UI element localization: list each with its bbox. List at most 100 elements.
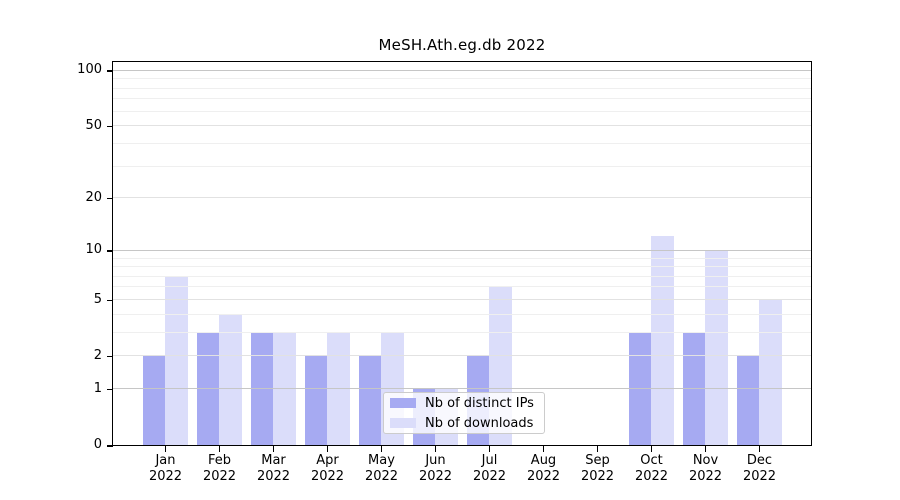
gridline-y-minor-8 bbox=[112, 266, 811, 268]
x-label-aug-2022: Aug 2022 bbox=[514, 453, 574, 484]
y-tick-20 bbox=[107, 197, 113, 200]
x-tick-may-2022 bbox=[380, 446, 383, 452]
legend-swatch-downloads bbox=[390, 418, 416, 428]
y-tick-5 bbox=[107, 299, 113, 301]
bar-nb-of-downloads-nov-2022 bbox=[705, 249, 728, 445]
bar-nb-of-downloads-feb-2022 bbox=[219, 313, 242, 445]
y-tick-2 bbox=[107, 355, 113, 358]
x-label-line: Jan bbox=[155, 453, 176, 468]
gridline-y-minor-30 bbox=[112, 165, 811, 167]
x-tick-apr-2022 bbox=[326, 446, 329, 452]
x-tick-jun-2022 bbox=[434, 446, 437, 452]
x-label-may-2022: May 2022 bbox=[352, 453, 412, 484]
x-label-line: 2022 bbox=[580, 468, 615, 484]
x-tick-nov-2022 bbox=[704, 446, 707, 452]
y-tick-label-50: 50 bbox=[85, 117, 102, 133]
gridline-y-minor-70 bbox=[112, 98, 811, 100]
x-label-line: Mar bbox=[261, 453, 286, 468]
legend-swatch-distinct-ips bbox=[390, 398, 416, 408]
x-label-jul-2022: Jul 2022 bbox=[460, 453, 520, 484]
y-tick-1 bbox=[107, 388, 113, 391]
x-label-line: Jul bbox=[481, 453, 498, 468]
x-label-nov-2022: Nov 2022 bbox=[676, 453, 736, 484]
x-label-line: Jun bbox=[425, 453, 446, 468]
y-tick-label-1: 1 bbox=[93, 380, 102, 396]
x-label-jun-2022: Jun 2022 bbox=[406, 453, 466, 484]
x-label-line: Nov bbox=[692, 453, 719, 468]
legend: Nb of distinct IPs Nb of downloads bbox=[383, 392, 545, 434]
bar-nb-of-distinct-ips-jan-2022 bbox=[142, 355, 165, 445]
x-label-line: 2022 bbox=[688, 468, 723, 484]
y-tick-label-10: 10 bbox=[85, 242, 102, 258]
bar-nb-of-downloads-jan-2022 bbox=[165, 275, 188, 445]
gridline-y-100 bbox=[112, 69, 811, 71]
gridline-y-10 bbox=[112, 249, 811, 251]
gridline-y-minor-90 bbox=[112, 78, 811, 80]
y-tick-label-5: 5 bbox=[93, 291, 102, 307]
bar-nb-of-distinct-ips-dec-2022 bbox=[736, 355, 759, 445]
x-label-line: 2022 bbox=[742, 468, 777, 484]
gridline-y-minor-40 bbox=[112, 142, 811, 144]
gridline-y-2 bbox=[112, 355, 811, 357]
y-tick-10 bbox=[107, 250, 113, 252]
x-tick-jan-2022 bbox=[164, 446, 167, 452]
x-label-oct-2022: Oct 2022 bbox=[622, 453, 682, 484]
x-tick-dec-2022 bbox=[758, 446, 761, 452]
bar-nb-of-downloads-oct-2022 bbox=[651, 236, 674, 445]
legend-item-distinct-ips: Nb of distinct IPs bbox=[390, 393, 534, 413]
bar-nb-of-distinct-ips-may-2022 bbox=[358, 355, 381, 445]
x-label-line: Feb bbox=[207, 453, 232, 468]
y-tick-label-100: 100 bbox=[77, 62, 102, 78]
x-label-line: 2022 bbox=[364, 468, 399, 484]
x-label-line: 2022 bbox=[526, 468, 561, 484]
x-label-line: 2022 bbox=[202, 468, 237, 484]
gridline-y-1 bbox=[112, 388, 811, 390]
plot-area bbox=[111, 60, 812, 446]
x-tick-sep-2022 bbox=[596, 446, 599, 452]
gridline-y-50 bbox=[112, 125, 811, 127]
y-tick-label-2: 2 bbox=[93, 347, 102, 363]
bar-nb-of-distinct-ips-apr-2022 bbox=[304, 355, 327, 445]
gridline-y-minor-4 bbox=[112, 313, 811, 315]
x-label-line: 2022 bbox=[148, 468, 183, 484]
x-label-line: Oct bbox=[640, 453, 663, 468]
legend-label-distinct-ips: Nb of distinct IPs bbox=[425, 395, 534, 411]
gridline-y-minor-80 bbox=[112, 87, 811, 89]
x-label-line: May bbox=[368, 453, 395, 468]
x-label-line: Apr bbox=[316, 453, 339, 468]
x-tick-oct-2022 bbox=[650, 446, 653, 452]
bar-nb-of-downloads-dec-2022 bbox=[759, 299, 782, 445]
x-label-line: 2022 bbox=[310, 468, 345, 484]
x-label-mar-2022: Mar 2022 bbox=[244, 453, 304, 484]
x-label-sep-2022: Sep 2022 bbox=[568, 453, 628, 484]
x-tick-feb-2022 bbox=[218, 446, 221, 452]
x-label-dec-2022: Dec 2022 bbox=[730, 453, 790, 484]
x-label-apr-2022: Apr 2022 bbox=[298, 453, 358, 484]
y-tick-0 bbox=[107, 445, 113, 447]
gridline-y-minor-9 bbox=[112, 257, 811, 259]
x-label-line: Sep bbox=[585, 453, 610, 468]
x-tick-mar-2022 bbox=[272, 446, 275, 452]
gridline-y-minor-60 bbox=[112, 110, 811, 112]
x-label-line: 2022 bbox=[634, 468, 669, 484]
y-tick-50 bbox=[107, 125, 113, 128]
x-label-line: 2022 bbox=[418, 468, 453, 484]
legend-item-downloads: Nb of downloads bbox=[390, 413, 534, 433]
y-tick-label-20: 20 bbox=[85, 189, 102, 205]
gridline-y-5 bbox=[112, 299, 811, 300]
x-label-line: 2022 bbox=[256, 468, 291, 484]
legend-label-downloads: Nb of downloads bbox=[425, 415, 534, 431]
x-tick-jul-2022 bbox=[488, 446, 491, 452]
gridline-y-20 bbox=[112, 197, 811, 199]
y-tick-100 bbox=[107, 70, 113, 72]
x-label-line: 2022 bbox=[472, 468, 507, 484]
x-label-jan-2022: Jan 2022 bbox=[136, 453, 196, 484]
x-label-line: Dec bbox=[746, 453, 773, 468]
gridline-y-minor-6 bbox=[112, 286, 811, 288]
y-tick-label-0: 0 bbox=[93, 437, 102, 452]
x-label-line: Aug bbox=[530, 453, 557, 468]
gridline-y-minor-3 bbox=[112, 331, 811, 333]
chart-title: MeSH.Ath.eg.db 2022 bbox=[378, 36, 546, 54]
x-label-feb-2022: Feb 2022 bbox=[190, 453, 250, 484]
